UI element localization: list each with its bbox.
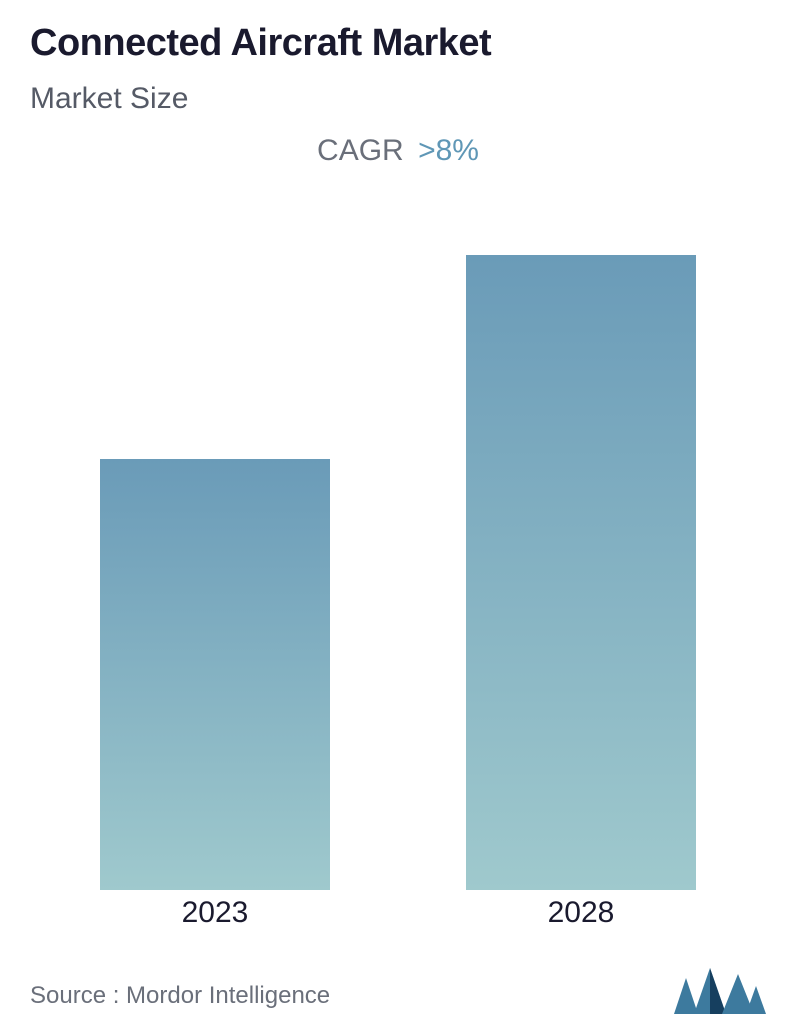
chart-container: Connected Aircraft Market Market Size CA… <box>0 0 796 1034</box>
cagr-line: CAGR >8% <box>0 134 796 168</box>
chart-plot-area <box>0 200 796 890</box>
cagr-label: CAGR <box>317 134 404 167</box>
bar-slot <box>100 459 330 890</box>
bar <box>466 255 696 890</box>
chart-subtitle: Market Size <box>30 82 188 116</box>
bar <box>100 459 330 890</box>
bar-slot <box>466 255 696 890</box>
mordor-logo-icon <box>674 968 766 1014</box>
x-axis-label: 2028 <box>466 896 696 930</box>
x-axis-label: 2023 <box>100 896 330 930</box>
source-text: Source : Mordor Intelligence <box>30 982 330 1010</box>
chart-title: Connected Aircraft Market <box>30 22 491 65</box>
cagr-value: >8% <box>418 134 479 167</box>
